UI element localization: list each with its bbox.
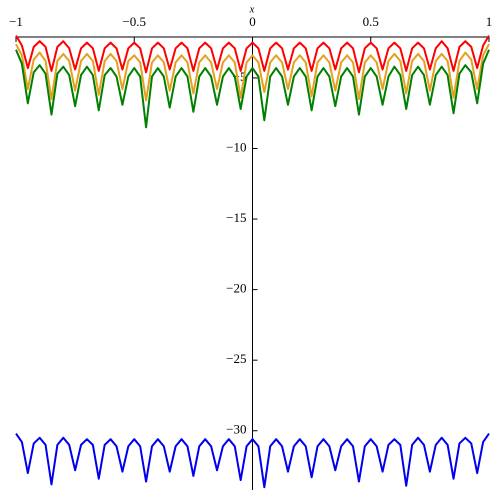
y-tick-label: −20	[226, 281, 246, 296]
x-tick-label: 0.5	[363, 14, 379, 29]
y-tick-label: −10	[226, 139, 246, 154]
x-tick-label: 1	[486, 14, 493, 29]
line-series	[15, 35, 490, 74]
x-tick-label: −1	[9, 14, 23, 29]
line-series	[15, 43, 490, 102]
line-series	[15, 49, 490, 129]
y-tick-label: −15	[226, 210, 246, 225]
y-tick-label: −25	[226, 351, 246, 366]
x-tick-label: 0	[249, 14, 256, 29]
y-tick-label: −30	[226, 422, 246, 437]
x-axis-label: x	[249, 4, 255, 16]
x-tick-label: −0.5	[122, 14, 146, 29]
line-series	[15, 432, 490, 489]
